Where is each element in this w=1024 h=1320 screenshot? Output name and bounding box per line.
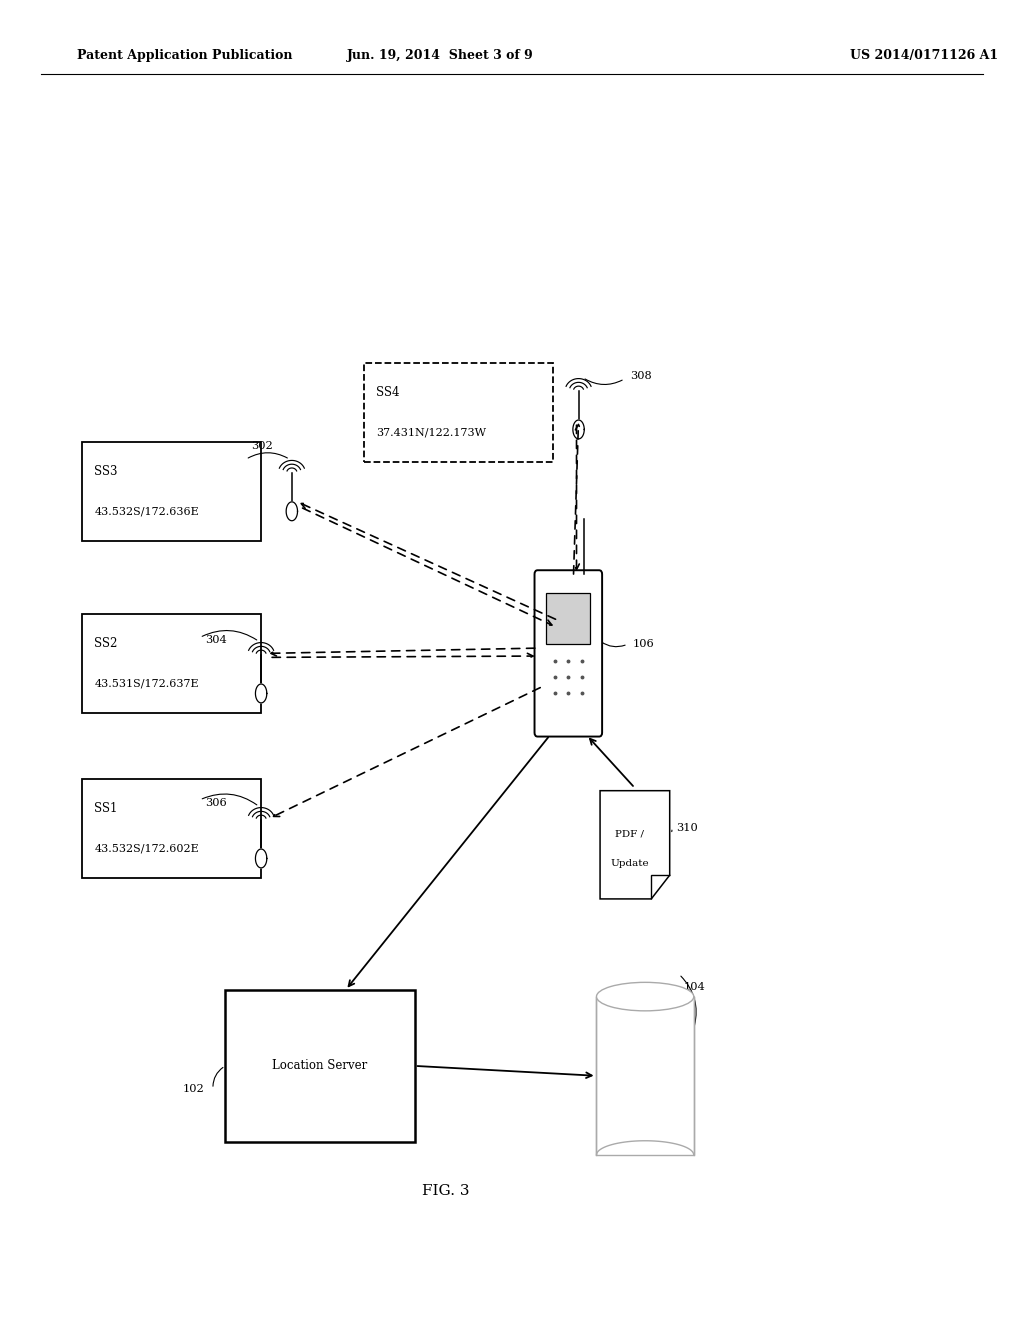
Text: 43.532S/172.636E: 43.532S/172.636E [94,507,199,516]
Text: 104: 104 [684,982,706,993]
Text: 106: 106 [633,639,654,649]
Text: Location Server: Location Server [272,1060,368,1072]
Bar [82,614,261,713]
Text: Update: Update [610,859,649,867]
Text: 310: 310 [676,822,697,833]
FancyBboxPatch shape [535,570,602,737]
Bar [82,779,261,878]
Text: SS1: SS1 [94,803,118,814]
Text: 306: 306 [205,797,226,808]
Bar [225,990,415,1142]
Polygon shape [572,420,585,438]
Polygon shape [286,502,298,520]
Text: SS4: SS4 [376,387,399,399]
Bar [364,363,553,462]
Text: SS2: SS2 [94,638,118,649]
Text: Patent Application Publication: Patent Application Publication [77,49,292,62]
Bar [82,442,261,541]
Text: US 2014/0171126 A1: US 2014/0171126 A1 [850,49,998,62]
Text: 102: 102 [182,1084,204,1094]
Text: SS3: SS3 [94,466,118,478]
Polygon shape [255,684,267,702]
Text: PDF /: PDF / [615,830,644,838]
Text: 302: 302 [251,441,272,451]
Polygon shape [600,791,670,899]
Text: Jun. 19, 2014  Sheet 3 of 9: Jun. 19, 2014 Sheet 3 of 9 [347,49,534,62]
Text: 37.431N/122.173W: 37.431N/122.173W [376,428,485,437]
Ellipse shape [596,982,694,1011]
Text: 43.532S/172.602E: 43.532S/172.602E [94,843,199,853]
Text: 308: 308 [630,371,651,381]
Bar [546,593,591,644]
Text: 304: 304 [205,635,226,645]
Text: 43.531S/172.637E: 43.531S/172.637E [94,678,199,688]
Polygon shape [255,849,267,867]
Bar [596,997,694,1155]
Text: FIG. 3: FIG. 3 [422,1184,469,1197]
